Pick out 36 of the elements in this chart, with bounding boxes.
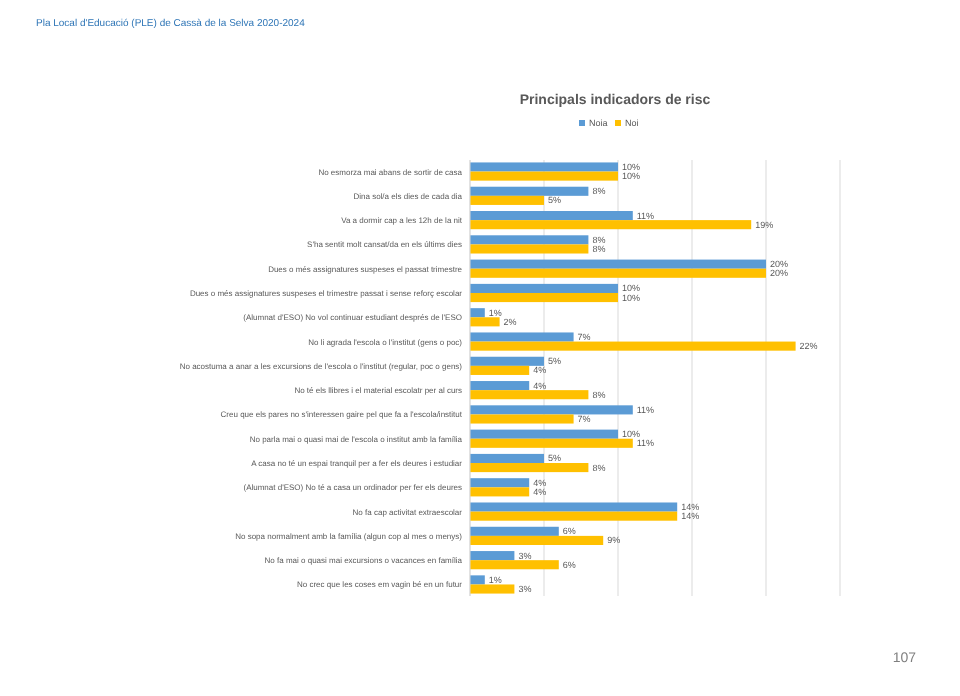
bar xyxy=(470,162,618,172)
bar xyxy=(470,453,544,464)
bar xyxy=(470,317,500,327)
bar xyxy=(470,308,485,318)
bar xyxy=(470,438,633,448)
bar xyxy=(470,584,515,594)
bar xyxy=(470,244,589,254)
bar xyxy=(470,186,589,196)
bar xyxy=(470,405,633,415)
bar xyxy=(470,171,618,181)
bar xyxy=(470,511,678,521)
bar xyxy=(470,487,530,497)
bar xyxy=(470,414,574,424)
bar xyxy=(470,220,752,230)
bar xyxy=(470,478,530,488)
bar xyxy=(470,429,618,439)
bar xyxy=(470,526,559,536)
bar xyxy=(470,341,796,351)
bar xyxy=(470,292,618,303)
bar xyxy=(470,463,589,473)
bar xyxy=(470,259,766,269)
bar xyxy=(470,365,530,375)
bar xyxy=(470,332,574,342)
bar xyxy=(470,575,485,585)
bar xyxy=(470,381,530,391)
bar xyxy=(470,356,544,366)
bar xyxy=(470,560,559,570)
bar xyxy=(470,390,589,400)
bar xyxy=(470,211,633,221)
bar xyxy=(470,535,604,545)
bar xyxy=(470,195,544,205)
bar xyxy=(470,551,515,561)
bar xyxy=(470,235,589,245)
bar xyxy=(470,502,678,512)
bar xyxy=(470,268,766,278)
bar xyxy=(470,283,618,293)
